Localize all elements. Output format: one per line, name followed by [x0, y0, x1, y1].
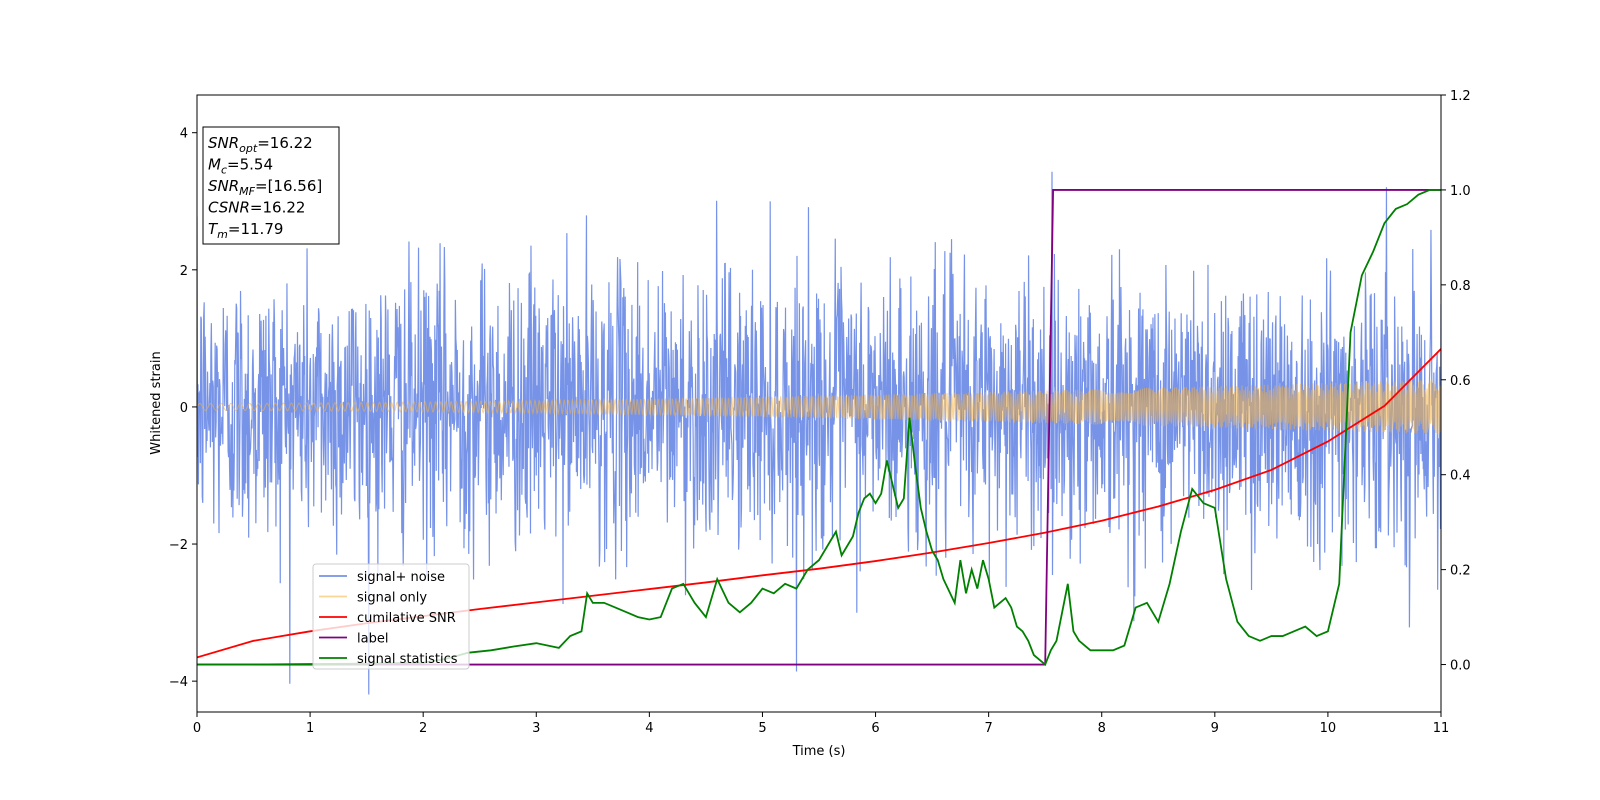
x-tick-label: 0 — [193, 721, 201, 736]
series-line-signal-noise — [197, 171, 1441, 695]
legend-label: signal+ noise — [357, 570, 445, 585]
info-symbol: SNR — [208, 177, 239, 195]
x-tick-label: 5 — [758, 721, 766, 736]
info-symbol: CSNR — [208, 199, 250, 217]
x-axis-label: Time (s) — [792, 744, 846, 759]
info-subscript: opt — [239, 142, 258, 155]
info-line: SNRMF=[16.56] — [208, 177, 322, 198]
legend-label: cumilative SNR — [357, 611, 456, 626]
x-tick-label: 1 — [306, 721, 314, 736]
legend-frame — [312, 563, 470, 670]
legend-label: signal only — [357, 591, 427, 606]
series-line-signal-statistics — [197, 189, 1441, 667]
y-tick-label-left: 2 — [180, 264, 188, 279]
y-axis-label: Whitened strain — [149, 351, 164, 454]
info-value: =16.22 — [257, 134, 313, 152]
info-line: CSNR=16.22 — [208, 199, 305, 217]
info-line: Tm=11.79 — [208, 220, 283, 241]
info-symbol: T — [208, 220, 219, 238]
x-tick-label: 10 — [1320, 721, 1337, 736]
info-value: =5.54 — [227, 156, 273, 174]
x-tick-label: 6 — [871, 721, 879, 736]
info-box-frame — [202, 126, 340, 245]
x-tick-label: 7 — [984, 721, 992, 736]
y-tick-label-right: 0.2 — [1450, 564, 1471, 579]
x-tick-label: 4 — [645, 721, 653, 736]
plot-frame — [196, 94, 1442, 713]
y-tick-label-right: 0.0 — [1450, 659, 1471, 674]
x-tick-label: 9 — [1211, 721, 1219, 736]
info-subscript: c — [221, 164, 227, 177]
x-tick-label: 2 — [419, 721, 427, 736]
info-value: =[16.56] — [255, 177, 322, 195]
legend-label: label — [357, 632, 388, 647]
y-tick-label-left: −4 — [169, 675, 188, 690]
x-tick-label: 8 — [1098, 721, 1106, 736]
y-tick-label-right: 1.2 — [1450, 89, 1471, 104]
y-tick-label-right: 0.8 — [1450, 279, 1471, 294]
info-subscript: MF — [239, 185, 255, 198]
info-line: SNRopt=16.22 — [208, 134, 313, 155]
info-symbol: SNR — [208, 134, 239, 152]
series-line-signal-only — [197, 379, 1441, 435]
x-tick-label: 11 — [1433, 721, 1450, 736]
x-axis: 0 1 2 3 4 5 6 7 8 9 10 11 — [193, 712, 1449, 736]
info-value: =11.79 — [228, 220, 284, 238]
y-tick-label-right: 0.6 — [1450, 374, 1471, 389]
y-tick-label-right: 0.4 — [1450, 469, 1471, 484]
y-tick-label-right: 1.0 — [1450, 184, 1471, 199]
series-line-label — [197, 189, 1441, 666]
y-tick-label-left: 0 — [180, 401, 188, 416]
legend: signal+ noise signal only cumilative SNR la… — [312, 563, 470, 670]
y-axis-right: 1.2 1.0 0.8 0.6 0.4 0.2 0.0 — [1441, 89, 1471, 674]
info-symbol: M — [208, 156, 221, 174]
y-axis-left: 4 2 0 −2 −4 — [169, 127, 197, 690]
info-box: SNRopt=16.22Mc=5.54SNRMF=[16.56]CSNR=16.… — [202, 126, 340, 245]
y-tick-label-left: 4 — [180, 127, 188, 142]
y-tick-label-left: −2 — [169, 538, 188, 553]
info-subscript: m — [217, 228, 228, 241]
legend-label: signal statistics — [357, 652, 458, 667]
x-tick-label: 3 — [532, 721, 540, 736]
info-line: Mc=5.54 — [208, 156, 273, 177]
info-value: =16.22 — [250, 199, 306, 217]
